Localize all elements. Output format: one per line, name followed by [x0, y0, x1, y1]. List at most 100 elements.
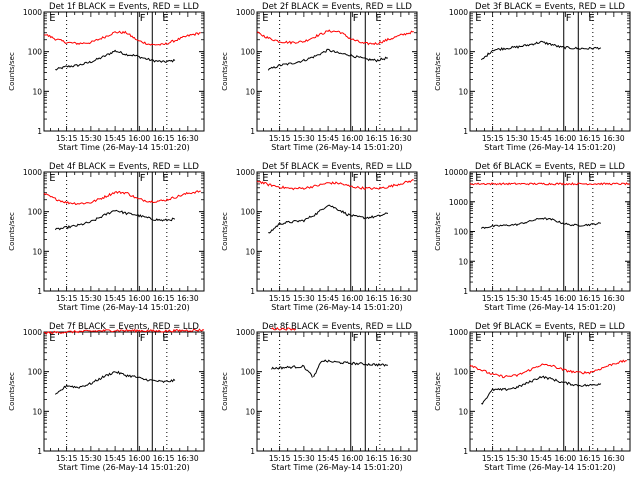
x-tick-label: 15:45 [104, 454, 126, 463]
y-tick-label: 10 [245, 407, 255, 416]
y-tick-label: 10 [458, 257, 468, 266]
lld-rate-line [271, 326, 297, 331]
flag-label: E [475, 13, 481, 24]
y-tick-label: 1 [463, 127, 468, 136]
x-tick-label: 16:15 [153, 294, 175, 303]
x-tick-label: 15:30 [293, 134, 315, 143]
plot-frame [43, 331, 205, 452]
lld-rate-line [256, 29, 414, 46]
flag-label: E [375, 333, 381, 344]
chart-panel: Det 6f BLACK = Events, RED = LLD 1 10 100 10… [434, 162, 631, 312]
x-axis-label: Start Time (26-May-14 15:01:20) [271, 143, 402, 152]
plot-frame [43, 11, 205, 132]
x-tick-label: 16:15 [366, 134, 388, 143]
y-tick-label: 10 [245, 87, 255, 96]
y-tick-label: 1 [250, 447, 255, 456]
x-tick-label: 15:45 [317, 454, 339, 463]
y-tick-label: 10000 [444, 168, 468, 177]
x-tick-label: 16:00 [129, 294, 151, 303]
flag-label: E [162, 333, 168, 344]
y-tick-label: 10 [245, 247, 255, 256]
x-tick-label: 16:00 [342, 134, 364, 143]
y-axis-label: Counts/sec [221, 372, 229, 411]
panel-title: Det 2f BLACK = Events, RED = LLD [262, 2, 412, 12]
y-tick-label: 1000 [23, 168, 42, 177]
flag-label: E [49, 173, 55, 184]
x-tick-label: 16:30 [603, 134, 625, 143]
y-tick-label: 10 [458, 87, 468, 96]
x-tick-label: 16:15 [579, 454, 601, 463]
y-tick-label: 1000 [236, 328, 255, 337]
y-tick-label: 1 [463, 287, 468, 296]
x-axis-label: Start Time (26-May-14 15:01:20) [58, 463, 189, 472]
x-tick-label: 16:30 [177, 134, 199, 143]
flag-label: E [49, 13, 55, 24]
events-rate-line [480, 217, 601, 229]
y-axis-label: Counts/sec [221, 52, 229, 91]
events-rate-line [54, 370, 176, 395]
flag-label: E [262, 173, 268, 184]
x-axis-label: Start Time (26-May-14 15:01:20) [271, 303, 402, 312]
y-axis-label: Counts/sec [8, 212, 16, 251]
x-tick-label: 16:30 [390, 134, 412, 143]
x-axis-label: Start Time (26-May-14 15:01:20) [484, 463, 615, 472]
y-tick-label: 100 [28, 368, 43, 377]
events-rate-line [54, 209, 176, 231]
events-rate-line [271, 359, 388, 378]
lld-rate-line [43, 30, 201, 46]
panel-title: Det 8f BLACK = Events, RED = LLD [262, 322, 412, 332]
x-axis-label: Start Time (26-May-14 15:01:20) [58, 303, 189, 312]
x-tick-label: 15:45 [530, 454, 552, 463]
plot-frame [256, 11, 418, 132]
x-tick-label: 16:00 [342, 294, 364, 303]
flag-label: E [162, 173, 168, 184]
x-tick-label: 15:30 [80, 454, 102, 463]
y-tick-label: 100 [28, 208, 43, 217]
x-axis-label: Start Time (26-May-14 15:01:20) [484, 303, 615, 312]
y-tick-label: 100 [241, 368, 256, 377]
panel-title: Det 6f BLACK = Events, RED = LLD [475, 162, 625, 172]
y-tick-label: 100 [241, 208, 256, 217]
chart-panel: Det 8f BLACK = Events, RED = LLD 1 10 100 10… [221, 322, 418, 472]
y-tick-label: 1 [37, 287, 42, 296]
flag-label: E [588, 173, 594, 184]
plot-frame [469, 11, 631, 132]
events-rate-line [55, 49, 176, 71]
lld-rate-line [469, 182, 631, 186]
chart-panel: Det 2f BLACK = Events, RED = LLD 1 10 100 10… [221, 2, 418, 152]
flag-label: E [375, 173, 381, 184]
x-tick-label: 15:30 [506, 454, 528, 463]
x-tick-label: 16:00 [342, 454, 364, 463]
flag-label: F [566, 333, 572, 344]
x-tick-label: 16:00 [129, 134, 151, 143]
plot-frame [469, 171, 631, 292]
y-tick-label: 1 [37, 127, 42, 136]
x-tick-label: 15:30 [80, 134, 102, 143]
x-tick-label: 15:45 [317, 134, 339, 143]
x-tick-label: 15:45 [104, 294, 126, 303]
events-rate-line [481, 375, 602, 405]
chart-panel: Det 5f BLACK = Events, RED = LLD 1 10 100 10… [221, 162, 418, 312]
y-tick-label: 100 [454, 48, 469, 57]
x-tick-label: 15:30 [506, 134, 528, 143]
y-tick-label: 100 [454, 228, 469, 237]
plot-frame [256, 331, 418, 452]
flag-label: F [566, 13, 572, 24]
x-tick-label: 16:15 [579, 134, 601, 143]
x-tick-label: 16:30 [177, 454, 199, 463]
chart-panel: Det 3f BLACK = Events, RED = LLD 1 10 100 10… [434, 2, 631, 152]
lld-rate-line [43, 328, 205, 335]
flag-label: E [475, 173, 481, 184]
flag-label: F [140, 333, 146, 344]
y-tick-label: 1 [463, 447, 468, 456]
x-tick-label: 16:00 [555, 294, 577, 303]
x-tick-label: 16:15 [153, 454, 175, 463]
x-axis-label: Start Time (26-May-14 15:01:20) [484, 143, 615, 152]
panel-title: Det 1f BLACK = Events, RED = LLD [49, 2, 199, 12]
x-tick-label: 15:15 [56, 134, 78, 143]
y-tick-label: 100 [454, 368, 469, 377]
x-tick-label: 16:00 [555, 134, 577, 143]
x-tick-label: 16:30 [177, 294, 199, 303]
panel-title: Det 3f BLACK = Events, RED = LLD [475, 2, 625, 12]
